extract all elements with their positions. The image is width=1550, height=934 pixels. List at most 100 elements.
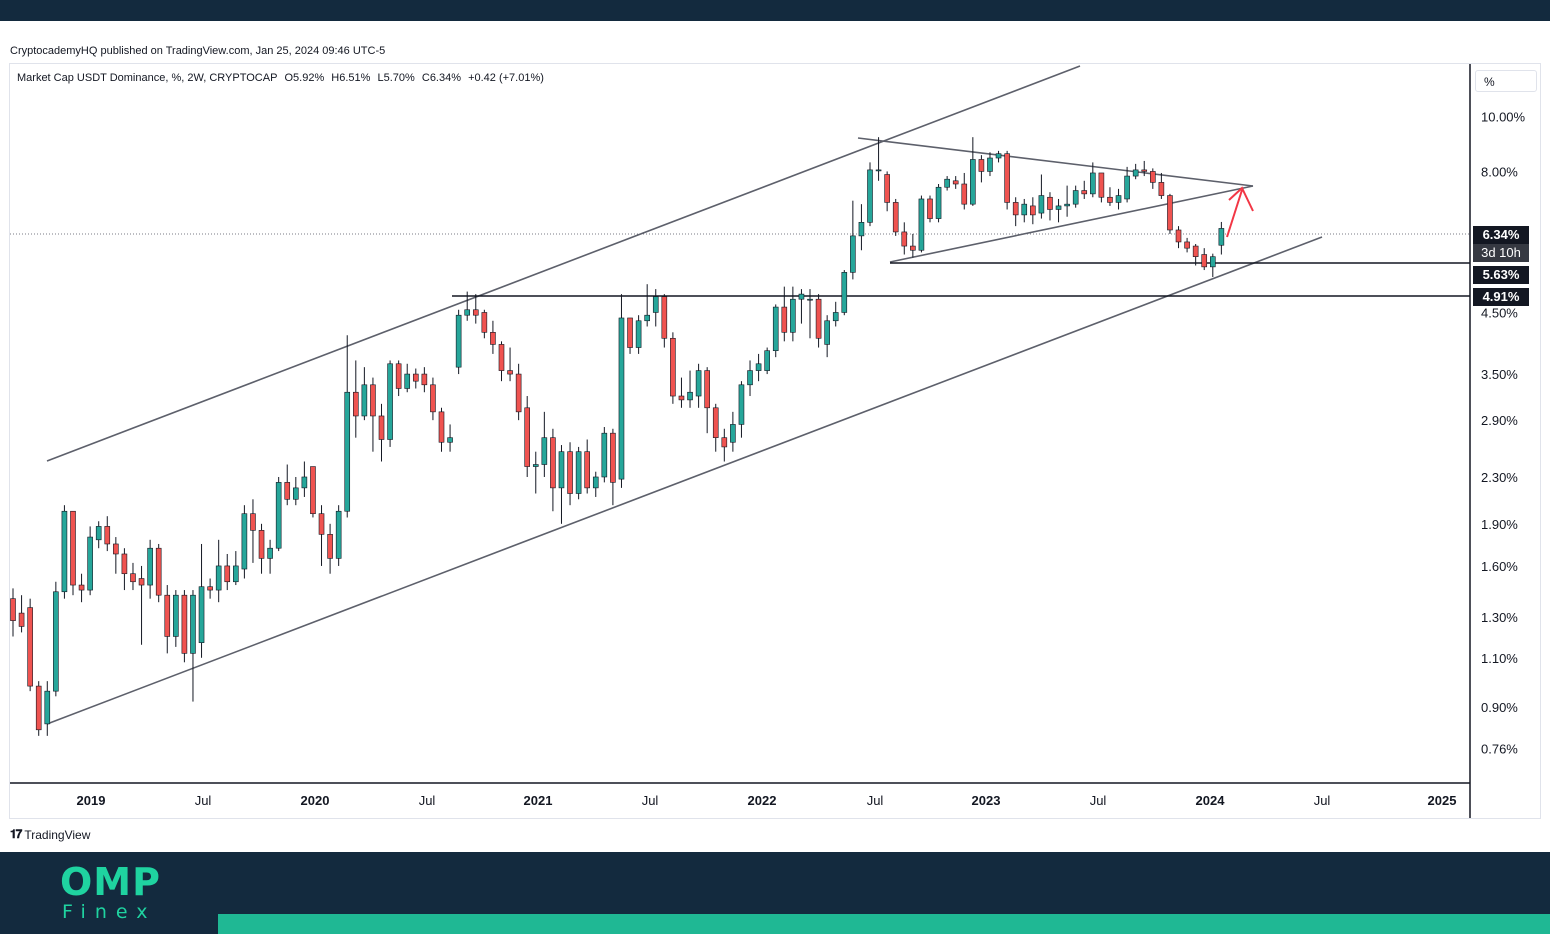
candle-up xyxy=(1072,185,1079,208)
candle-up xyxy=(832,301,839,327)
candle-down xyxy=(1184,237,1190,253)
candle-body xyxy=(987,157,993,172)
candle-body xyxy=(1201,254,1208,268)
candle-down xyxy=(10,588,16,637)
triangle-lower-line xyxy=(889,185,1254,263)
y-tick-label: 0.90% xyxy=(1481,700,1518,715)
candle-body xyxy=(832,312,839,322)
footer-accent-stripe xyxy=(218,914,1550,934)
symbol-legend: Market Cap USDT Dominance, %, 2W, CRYPTO… xyxy=(17,72,548,84)
candle-body xyxy=(558,451,565,489)
candle-body xyxy=(327,534,333,559)
candle-body xyxy=(104,526,111,545)
candle-body xyxy=(618,317,625,480)
candle-body xyxy=(284,482,291,500)
candle-body xyxy=(1055,205,1062,210)
candle-body xyxy=(335,510,342,559)
candle-body xyxy=(858,222,865,237)
candle-body xyxy=(173,594,179,637)
candle-body xyxy=(515,373,522,413)
candle-body xyxy=(207,586,213,591)
candle-body xyxy=(1090,172,1096,195)
y-tick-label: 0.76% xyxy=(1481,741,1518,756)
candle-down xyxy=(567,442,573,506)
candle-up xyxy=(944,176,950,191)
candle-body xyxy=(53,591,59,692)
candle-body xyxy=(687,391,693,401)
tradingview-logo-icon: 𝟏𝟕 xyxy=(10,827,22,841)
candle-up xyxy=(935,183,942,223)
candle-body xyxy=(790,298,796,333)
candle-body xyxy=(164,594,171,637)
candle-down xyxy=(438,407,445,452)
x-tick-label: Jul xyxy=(1090,793,1107,808)
candle-up xyxy=(1021,198,1028,223)
candle-up xyxy=(387,360,393,447)
candle-body xyxy=(78,584,85,591)
candle-body xyxy=(807,298,813,301)
candle-body xyxy=(507,370,513,375)
candles-layer xyxy=(10,137,1225,736)
candle-body xyxy=(610,432,616,483)
x-tick-label: 2020 xyxy=(301,793,330,808)
y-tick-label: 1.60% xyxy=(1481,559,1518,574)
candle-up xyxy=(635,315,642,354)
candle-down xyxy=(1201,248,1208,271)
candle-down xyxy=(670,332,676,404)
candle-body xyxy=(901,231,908,247)
candle-down xyxy=(610,428,616,506)
candle-up xyxy=(738,381,745,438)
ohlc-change: +0.42 (+7.01%) xyxy=(468,72,544,84)
level-label-upper: 5.63% xyxy=(1473,266,1529,284)
candle-body xyxy=(147,547,153,586)
candle-up xyxy=(173,590,179,647)
candle-down xyxy=(78,573,85,603)
candle-down xyxy=(130,562,136,591)
candle-body xyxy=(310,466,316,515)
candle-down xyxy=(284,464,291,506)
x-tick-label: 2019 xyxy=(77,793,106,808)
candle-body xyxy=(584,451,590,489)
candle-down xyxy=(507,347,513,382)
scale-mode-button[interactable]: % xyxy=(1475,70,1537,92)
candle-body xyxy=(1072,190,1079,205)
candle-down xyxy=(104,516,111,552)
tradingview-brand[interactable]: 𝟏𝟕 TradingView xyxy=(10,827,90,842)
y-tick-label: 1.30% xyxy=(1481,610,1518,625)
tradingview-name: TradingView xyxy=(24,827,91,842)
candle-body xyxy=(224,565,231,583)
bar-countdown-label: 3d 10h xyxy=(1473,244,1529,262)
candle-down xyxy=(27,598,33,692)
candle-up xyxy=(95,521,102,549)
candle-body xyxy=(370,384,376,417)
candle-body xyxy=(1175,229,1182,243)
candle-body xyxy=(952,180,959,185)
candle-up xyxy=(618,294,625,488)
y-tick-label: 3.50% xyxy=(1481,367,1518,382)
candle-body xyxy=(704,370,710,409)
candle-up xyxy=(798,289,805,324)
candle-body xyxy=(841,272,848,313)
x-tick-label: 2023 xyxy=(972,793,1001,808)
candle-body xyxy=(927,198,933,219)
candle-down xyxy=(1030,197,1036,225)
candle-down xyxy=(472,294,479,324)
candle-down xyxy=(515,363,522,421)
candle-body xyxy=(524,407,531,467)
x-tick-label: 2022 xyxy=(748,793,777,808)
breakout-arrow-shaft xyxy=(1226,189,1243,238)
candle-down xyxy=(318,505,325,566)
candle-body xyxy=(301,476,308,489)
candle-body xyxy=(498,344,505,371)
candle-body xyxy=(130,573,136,583)
candle-up xyxy=(970,137,976,206)
ohlc-open: O5.92% xyxy=(284,72,325,84)
candle-down xyxy=(181,590,188,663)
candle-body xyxy=(798,293,805,300)
candle-up xyxy=(1124,166,1130,203)
candle-up xyxy=(687,370,693,408)
candle-up xyxy=(747,360,753,397)
candle-down xyxy=(952,176,959,189)
candle-body xyxy=(258,530,265,559)
